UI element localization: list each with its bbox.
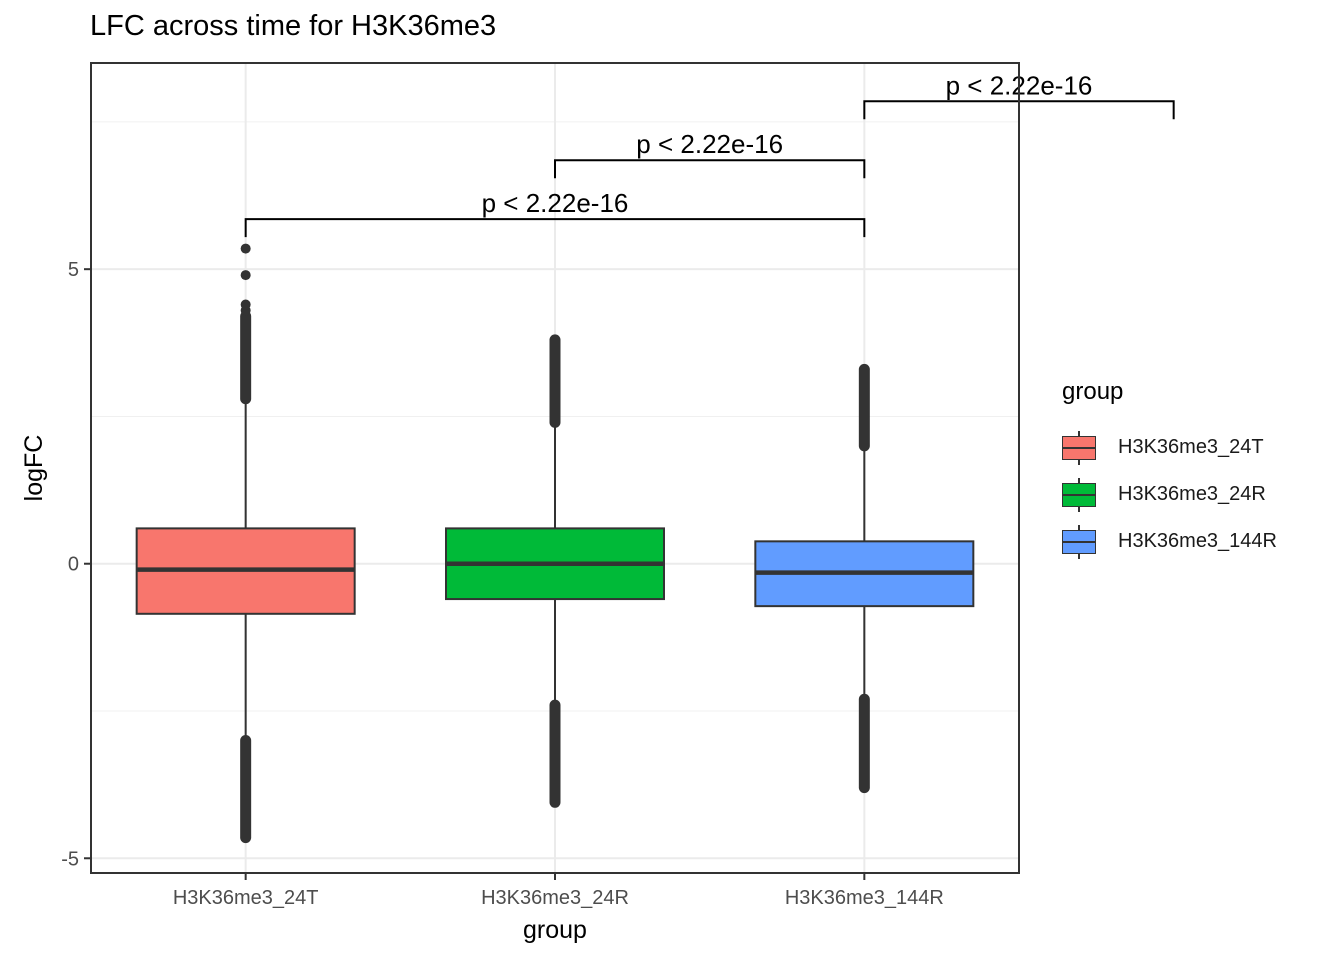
- y-axis-title: logFC: [20, 435, 48, 502]
- comparison-bracket: p < 2.22e-16: [554, 129, 866, 179]
- x-axis-title: group: [523, 916, 587, 944]
- y-tick-label: -5: [61, 848, 79, 870]
- legend-key-24r: [1062, 477, 1096, 512]
- p-value-label: p < 2.22e-16: [636, 129, 783, 159]
- comparison-bracket: p < 2.22e-16: [244, 188, 866, 238]
- legend-key-144r: [1062, 524, 1096, 559]
- outlier-point: [240, 270, 251, 281]
- bracket-line: [554, 159, 866, 179]
- legend-label-24t: H3K36me3_24T: [1118, 436, 1264, 458]
- legend-item-24t: H3K36me3_24T: [1062, 424, 1277, 471]
- outlier-point: [240, 299, 251, 310]
- legend-key-24t: [1062, 430, 1096, 465]
- legend-item-144r: H3K36me3_144R: [1062, 518, 1277, 565]
- box-H3K36me3_144R: [754, 363, 975, 794]
- legend-label-24r: H3K36me3_24R: [1118, 483, 1266, 505]
- legend-label-144r: H3K36me3_144R: [1118, 530, 1277, 552]
- box-H3K36me3_24T: [135, 243, 356, 844]
- y-tick-label: 0: [68, 554, 79, 576]
- legend-title: group: [1062, 378, 1124, 405]
- p-value-label: p < 2.22e-16: [482, 188, 629, 218]
- y-tick-label: 5: [68, 259, 79, 281]
- legend: group H3K36me3_24T H3K36me3_24R H3K36me3…: [1062, 378, 1277, 565]
- chart-title: LFC across time for H3K36me3: [90, 10, 497, 42]
- legend-item-24r: H3K36me3_24R: [1062, 471, 1277, 518]
- x-tick-label: H3K36me3_24R: [481, 887, 629, 909]
- bracket-line: [244, 218, 866, 238]
- x-tick-label: H3K36me3_144R: [785, 887, 944, 909]
- outlier-point: [240, 243, 251, 254]
- box-H3K36me3_24R: [445, 334, 665, 808]
- x-tick-label: H3K36me3_24T: [173, 887, 319, 909]
